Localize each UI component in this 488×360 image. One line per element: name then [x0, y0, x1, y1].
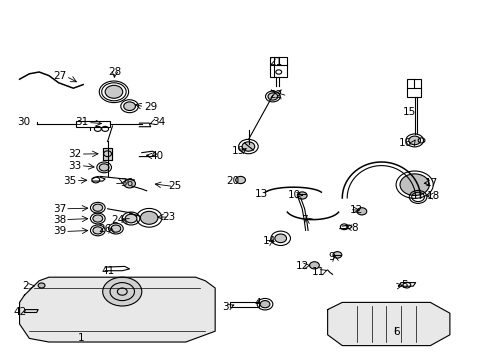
- Circle shape: [274, 234, 286, 243]
- Circle shape: [356, 208, 366, 215]
- Text: 12: 12: [348, 204, 362, 215]
- Circle shape: [111, 225, 121, 232]
- Circle shape: [297, 192, 306, 199]
- Circle shape: [332, 252, 341, 258]
- Text: 37: 37: [53, 204, 66, 214]
- Text: 11: 11: [311, 267, 325, 277]
- Text: 39: 39: [53, 226, 66, 237]
- Text: 8: 8: [350, 222, 357, 233]
- Circle shape: [123, 102, 135, 111]
- Text: 9: 9: [327, 252, 334, 262]
- Circle shape: [102, 277, 142, 306]
- Text: 5: 5: [401, 280, 407, 291]
- Text: 41: 41: [101, 266, 114, 276]
- Text: 29: 29: [143, 102, 157, 112]
- Text: 31: 31: [75, 117, 89, 127]
- Text: 16: 16: [398, 138, 412, 148]
- Text: 23: 23: [162, 212, 175, 222]
- Text: 12: 12: [295, 261, 308, 271]
- Text: 25: 25: [167, 181, 181, 192]
- Bar: [406, 79, 420, 97]
- Circle shape: [125, 214, 137, 223]
- Text: 38: 38: [53, 215, 66, 225]
- Circle shape: [105, 85, 122, 98]
- Text: 3: 3: [222, 302, 229, 312]
- Circle shape: [309, 262, 319, 269]
- Circle shape: [399, 174, 428, 195]
- Polygon shape: [327, 302, 449, 346]
- Text: 30: 30: [17, 117, 30, 127]
- Text: 2: 2: [22, 281, 29, 291]
- Text: 36: 36: [120, 177, 134, 188]
- Circle shape: [267, 93, 277, 100]
- Text: 40: 40: [151, 151, 163, 161]
- Text: 4: 4: [254, 298, 261, 308]
- Circle shape: [242, 142, 254, 151]
- Text: 32: 32: [68, 149, 81, 159]
- Circle shape: [93, 204, 102, 211]
- Circle shape: [140, 211, 158, 224]
- Text: 15: 15: [402, 107, 416, 117]
- Text: 17: 17: [424, 178, 437, 188]
- Text: 13: 13: [254, 189, 268, 199]
- Text: 22: 22: [268, 90, 282, 100]
- Polygon shape: [20, 277, 215, 342]
- Circle shape: [408, 136, 420, 145]
- Circle shape: [235, 176, 245, 184]
- Text: 7: 7: [300, 215, 307, 225]
- Circle shape: [93, 227, 102, 234]
- Circle shape: [93, 215, 102, 222]
- Text: 42: 42: [14, 307, 27, 317]
- Text: 6: 6: [392, 327, 399, 337]
- Circle shape: [99, 164, 109, 171]
- Text: 28: 28: [108, 67, 122, 77]
- Text: 1: 1: [77, 333, 84, 343]
- Text: 10: 10: [287, 190, 300, 200]
- Text: 35: 35: [63, 176, 77, 186]
- Text: 34: 34: [152, 117, 165, 127]
- Text: 18: 18: [426, 191, 440, 201]
- Text: 21: 21: [268, 57, 282, 67]
- Circle shape: [260, 301, 269, 308]
- Circle shape: [38, 283, 45, 288]
- Text: 26: 26: [98, 224, 112, 234]
- Polygon shape: [102, 148, 112, 160]
- Text: 20: 20: [226, 176, 239, 186]
- Text: 24: 24: [111, 215, 125, 225]
- Bar: [76, 121, 110, 127]
- Bar: [229, 302, 259, 307]
- Circle shape: [123, 179, 135, 188]
- Bar: [270, 57, 286, 77]
- Text: 14: 14: [262, 236, 275, 246]
- Text: 27: 27: [53, 71, 66, 81]
- Text: 33: 33: [68, 161, 81, 171]
- Text: 19: 19: [231, 146, 244, 156]
